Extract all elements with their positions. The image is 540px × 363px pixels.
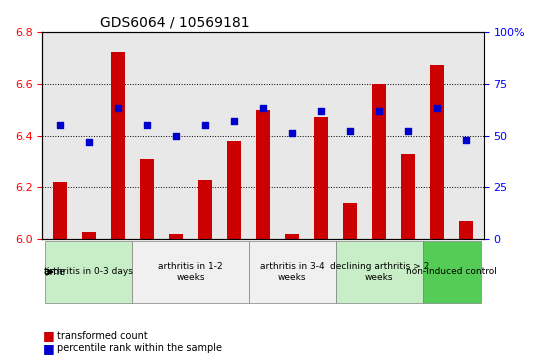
Point	[113, 106, 122, 111]
Text: arthritis in 1-2
weeks: arthritis in 1-2 weeks	[158, 262, 223, 282]
Bar	[256, 110, 271, 240]
Text: percentile rank within the sample: percentile rank within the sample	[57, 343, 222, 354]
Point	[230, 118, 238, 124]
Text: arthritis in 3-4
weeks: arthritis in 3-4 weeks	[260, 262, 325, 282]
Text: non-induced control: non-induced control	[406, 268, 497, 277]
Bar	[343, 203, 357, 240]
Text: transformed count: transformed count	[57, 331, 147, 341]
FancyBboxPatch shape	[423, 241, 481, 303]
Bar	[52, 182, 67, 240]
Point	[288, 131, 296, 136]
Bar	[372, 83, 387, 240]
Text: arthritis in 0-3 days: arthritis in 0-3 days	[44, 268, 133, 277]
FancyBboxPatch shape	[336, 241, 423, 303]
Text: time: time	[44, 267, 66, 277]
Bar	[140, 159, 154, 240]
Bar	[314, 117, 328, 240]
FancyBboxPatch shape	[45, 241, 132, 303]
Bar	[168, 234, 183, 240]
Point	[259, 106, 267, 111]
Bar	[285, 234, 299, 240]
Bar	[459, 221, 474, 240]
Point	[433, 106, 442, 111]
Point	[346, 129, 354, 134]
Text: ■: ■	[43, 329, 55, 342]
Point	[404, 129, 413, 134]
Point	[85, 139, 93, 144]
Text: declining arthritis > 2
weeks: declining arthritis > 2 weeks	[329, 262, 429, 282]
Bar	[430, 65, 444, 240]
Point	[317, 108, 326, 114]
Bar	[198, 180, 212, 240]
Point	[201, 122, 210, 128]
Bar	[227, 141, 241, 240]
Point	[375, 108, 383, 114]
Point	[56, 122, 64, 128]
Text: GDS6064 / 10569181: GDS6064 / 10569181	[100, 15, 249, 29]
Text: ■: ■	[43, 342, 55, 355]
Bar	[82, 232, 96, 240]
Bar	[401, 154, 415, 240]
Point	[462, 137, 470, 143]
Point	[143, 122, 151, 128]
Bar	[111, 52, 125, 240]
Point	[172, 132, 180, 138]
FancyBboxPatch shape	[132, 241, 248, 303]
FancyBboxPatch shape	[248, 241, 336, 303]
